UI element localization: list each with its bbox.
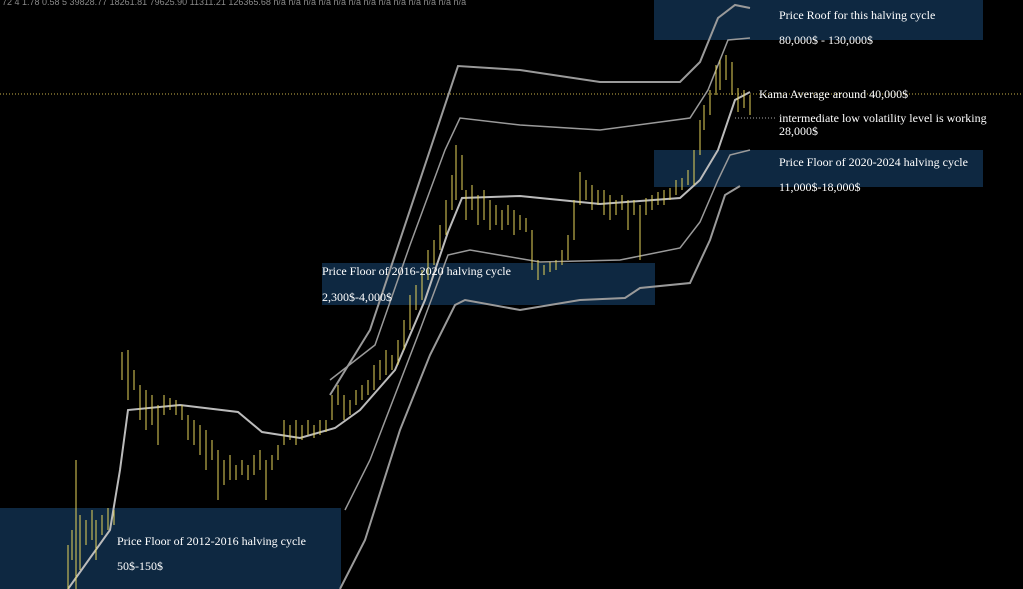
annotation-range: 2,300$-4,000$ xyxy=(322,290,392,304)
inner-lower-band xyxy=(344,149,751,511)
bands xyxy=(67,3,751,589)
status-line: 72 4 1.78 0.58 5 39828.77 18261.81 79625… xyxy=(2,0,467,7)
annotation-range: 80,000$ - 130,000$ xyxy=(779,33,873,47)
annotation-title: Price Floor of 2016-2020 halving cycle xyxy=(322,264,511,278)
zones xyxy=(0,0,983,589)
price-bars xyxy=(67,55,751,589)
annotation-title: Price Floor of 2020-2024 halving cycle xyxy=(779,155,968,169)
annotation-title: intermediate low volatility level is wor… xyxy=(779,111,987,125)
inner-upper-band xyxy=(329,37,751,381)
floor-2016-zone xyxy=(322,263,655,305)
annotation-title: Price Floor of 2012-2016 halving cycle xyxy=(117,534,306,548)
annotation-title: Price Roof for this halving cycle xyxy=(779,8,936,22)
kama-line xyxy=(67,91,751,589)
upper-band xyxy=(329,3,751,396)
annotation-title: Kama Average around 40,000$ xyxy=(759,87,909,101)
floor-2012-zone xyxy=(0,508,341,589)
lower-band xyxy=(339,185,741,589)
annotation-range: 28,000$ xyxy=(779,124,818,138)
annotation-range: 50$-150$ xyxy=(117,559,163,573)
annotation-range: 11,000$-18,000$ xyxy=(779,180,861,194)
roof-zone xyxy=(654,0,983,40)
floor-2020-zone xyxy=(654,150,983,187)
